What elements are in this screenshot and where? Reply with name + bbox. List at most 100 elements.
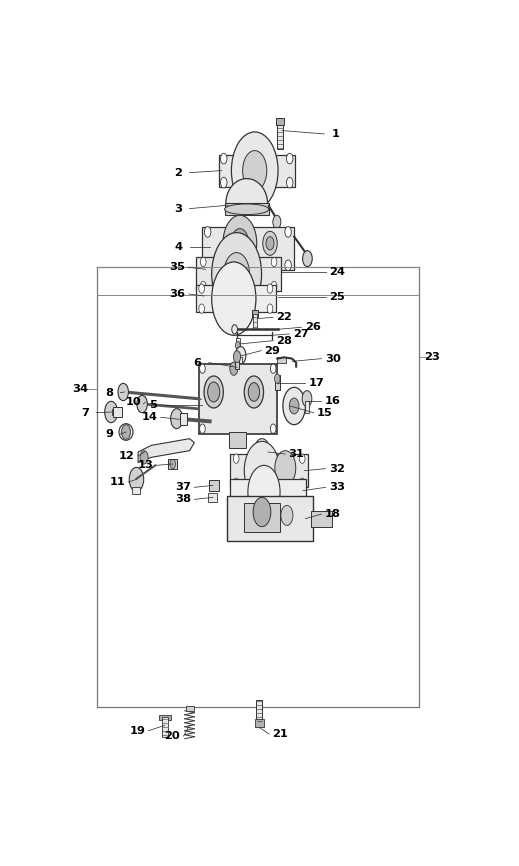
Bar	[244, 502, 280, 532]
Bar	[168, 459, 177, 469]
Circle shape	[286, 153, 293, 164]
Bar	[132, 488, 141, 494]
Text: 12: 12	[119, 451, 135, 461]
Text: 11: 11	[110, 477, 125, 487]
Circle shape	[302, 391, 312, 407]
Bar	[186, 707, 194, 711]
Circle shape	[212, 262, 256, 335]
Bar	[229, 431, 247, 449]
Text: 17: 17	[309, 378, 324, 388]
Circle shape	[200, 364, 205, 373]
Circle shape	[137, 395, 147, 413]
Text: 9: 9	[105, 429, 113, 439]
Bar	[199, 364, 277, 434]
Text: 15: 15	[317, 408, 333, 417]
Circle shape	[200, 281, 206, 291]
Circle shape	[271, 281, 277, 291]
Text: 26: 26	[305, 322, 321, 333]
Bar	[277, 118, 284, 125]
Circle shape	[281, 506, 293, 526]
Bar	[225, 204, 269, 216]
Text: 22: 22	[277, 313, 292, 322]
Text: 16: 16	[325, 396, 340, 405]
Bar	[159, 714, 171, 720]
Bar	[253, 314, 256, 328]
Ellipse shape	[208, 382, 220, 402]
Circle shape	[271, 257, 277, 267]
Text: 5: 5	[149, 400, 157, 410]
Circle shape	[285, 260, 291, 270]
Circle shape	[232, 325, 237, 334]
Circle shape	[236, 341, 240, 349]
Bar	[230, 479, 306, 506]
Circle shape	[223, 216, 257, 271]
Bar	[277, 358, 285, 363]
Text: 21: 21	[272, 729, 289, 739]
Text: 28: 28	[277, 336, 292, 346]
Circle shape	[129, 468, 144, 491]
Bar	[311, 511, 332, 527]
Circle shape	[231, 229, 249, 258]
Text: 3: 3	[174, 204, 182, 214]
Ellipse shape	[119, 423, 133, 440]
Text: 7: 7	[81, 408, 89, 417]
Bar	[236, 338, 240, 350]
Text: 10: 10	[126, 397, 142, 407]
Bar	[277, 123, 283, 149]
Bar	[209, 493, 217, 501]
Circle shape	[199, 304, 204, 313]
Text: 24: 24	[329, 267, 345, 277]
Circle shape	[286, 178, 293, 188]
Text: 20: 20	[165, 731, 180, 741]
Circle shape	[267, 284, 273, 294]
Circle shape	[233, 268, 241, 281]
Circle shape	[221, 178, 227, 188]
Circle shape	[303, 250, 312, 267]
Bar	[196, 256, 281, 291]
Bar	[230, 454, 308, 488]
Text: 6: 6	[194, 358, 201, 368]
Circle shape	[299, 478, 305, 488]
Polygon shape	[226, 178, 268, 204]
Circle shape	[204, 260, 211, 270]
Circle shape	[289, 398, 299, 414]
Circle shape	[221, 153, 227, 164]
Text: 14: 14	[141, 412, 157, 423]
Text: 32: 32	[329, 463, 345, 474]
Polygon shape	[138, 439, 195, 462]
Text: 30: 30	[325, 353, 340, 364]
Circle shape	[224, 253, 250, 295]
Circle shape	[200, 257, 206, 267]
Circle shape	[283, 387, 305, 424]
Circle shape	[170, 459, 175, 469]
Circle shape	[273, 216, 281, 229]
Circle shape	[266, 236, 274, 250]
Circle shape	[236, 346, 246, 364]
Circle shape	[263, 231, 277, 255]
Text: 33: 33	[329, 482, 345, 493]
Text: 4: 4	[174, 242, 182, 252]
Bar	[218, 155, 295, 186]
Circle shape	[275, 374, 280, 384]
Text: 35: 35	[170, 262, 185, 272]
Text: 23: 23	[424, 352, 440, 362]
Bar	[275, 375, 280, 390]
Circle shape	[231, 132, 278, 210]
Circle shape	[270, 424, 276, 433]
Bar	[235, 358, 239, 369]
Circle shape	[243, 151, 267, 191]
Circle shape	[204, 227, 211, 237]
Circle shape	[270, 364, 276, 373]
Circle shape	[275, 450, 296, 485]
Text: 36: 36	[170, 289, 185, 299]
Circle shape	[171, 409, 183, 429]
Circle shape	[212, 233, 262, 315]
Text: 38: 38	[175, 494, 191, 504]
Ellipse shape	[204, 376, 223, 408]
Circle shape	[285, 227, 291, 237]
Text: 34: 34	[72, 385, 88, 394]
Circle shape	[299, 454, 305, 463]
Circle shape	[254, 439, 270, 465]
Ellipse shape	[248, 383, 260, 401]
Circle shape	[267, 304, 273, 313]
